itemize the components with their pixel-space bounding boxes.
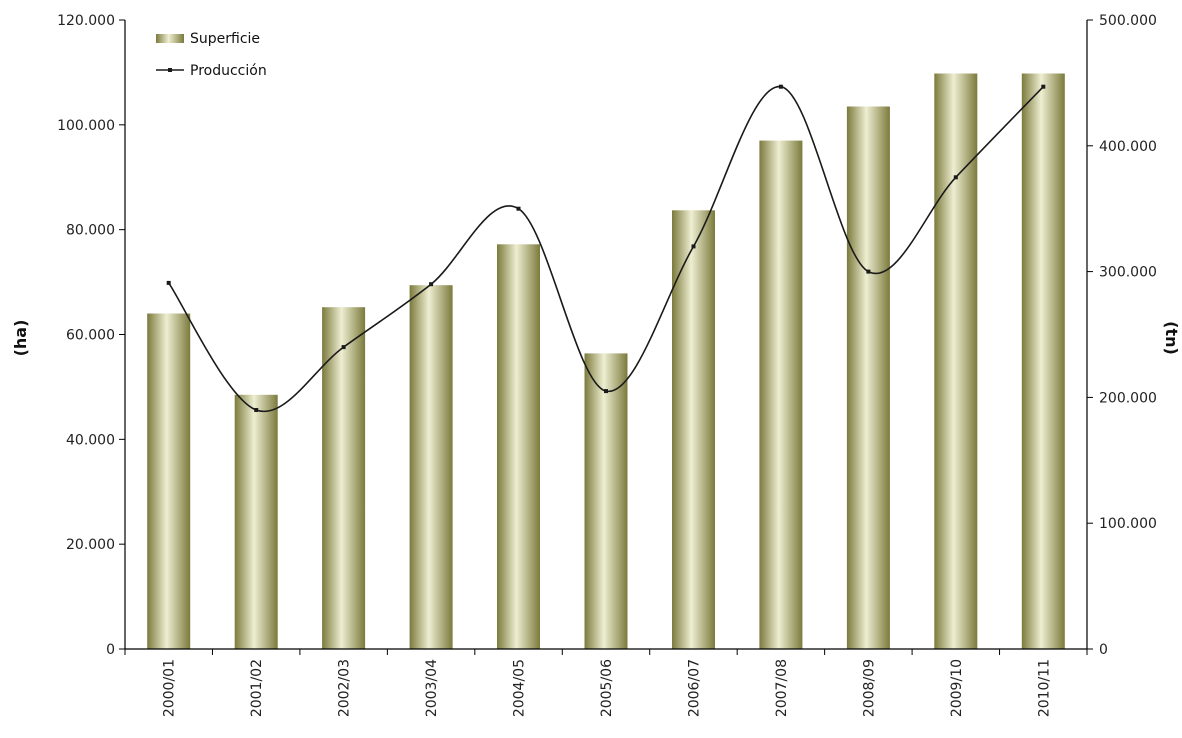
bar-superficie xyxy=(409,285,453,649)
point-produccion xyxy=(1041,84,1046,89)
y-axis-title-left: (ha) xyxy=(11,320,30,357)
y-tick-label-right: 400.000 xyxy=(1099,139,1157,155)
point-produccion xyxy=(953,175,958,180)
x-tick-label: 2008/09 xyxy=(861,659,877,717)
y-tick-label-right: 500.000 xyxy=(1099,13,1157,29)
y-tick-label-left: 20.000 xyxy=(66,537,115,553)
bar-superficie xyxy=(322,307,366,649)
y-tick-label-right: 200.000 xyxy=(1099,390,1157,406)
x-tick-label: 2005/06 xyxy=(599,659,615,717)
point-produccion xyxy=(691,244,696,249)
y-tick-label-left: 0 xyxy=(106,642,115,658)
legend: Superficie Producción xyxy=(156,31,267,79)
bar-superficie xyxy=(846,106,890,649)
x-tick-label: 2003/04 xyxy=(424,659,440,717)
bar-superficie xyxy=(497,244,540,650)
bar-superficie xyxy=(1021,73,1065,649)
bar-superficie xyxy=(584,353,628,649)
legend-label-produccion: Producción xyxy=(190,63,267,79)
bar-superficie xyxy=(672,210,715,650)
bar-superficie xyxy=(147,313,191,649)
point-produccion xyxy=(429,282,434,287)
x-tick-label: 2007/08 xyxy=(774,659,790,717)
x-tick-label: 2000/01 xyxy=(162,659,178,717)
point-produccion xyxy=(866,269,871,274)
bar-superficie xyxy=(234,394,278,649)
x-tick-label: 2001/02 xyxy=(249,659,265,717)
bars-layer xyxy=(147,73,1065,650)
x-tick-label: 2009/10 xyxy=(949,659,965,717)
line-layer xyxy=(166,84,1046,413)
point-produccion xyxy=(166,280,171,285)
point-produccion xyxy=(604,389,608,394)
y-axis-title-right: (tn) xyxy=(1162,321,1181,355)
y-tick-label-left: 120.000 xyxy=(57,13,115,29)
legend-label-superficie: Superficie xyxy=(190,31,260,47)
y-tick-label-right: 300.000 xyxy=(1099,265,1157,281)
x-tick-label: 2004/05 xyxy=(512,659,528,717)
line-produccion xyxy=(168,85,1044,413)
y-tick-label-left: 40.000 xyxy=(66,432,115,448)
y-tick-label-right: 0 xyxy=(1099,642,1108,658)
legend-marker-produccion xyxy=(168,68,172,72)
x-tick-label: 2010/11 xyxy=(1036,659,1052,717)
y-tick-label-right: 100.000 xyxy=(1099,516,1157,532)
bar-superficie xyxy=(934,73,978,649)
y-tick-label-left: 80.000 xyxy=(66,223,115,239)
axes-layer: 0 20.000 40.000 60.000 80.000 100.000 120.000 0… xyxy=(57,13,1157,717)
y-tick-label-left: 60.000 xyxy=(66,328,115,344)
x-tick-label: 2002/03 xyxy=(337,659,353,717)
x-tick-label: 2006/07 xyxy=(686,659,702,717)
point-produccion xyxy=(516,206,521,211)
point-produccion xyxy=(254,408,259,412)
y-tick-label-left: 100.000 xyxy=(57,118,115,134)
bar-superficie xyxy=(759,140,803,649)
legend-swatch-superficie xyxy=(156,34,184,43)
point-produccion xyxy=(778,84,783,89)
point-produccion xyxy=(341,345,346,350)
